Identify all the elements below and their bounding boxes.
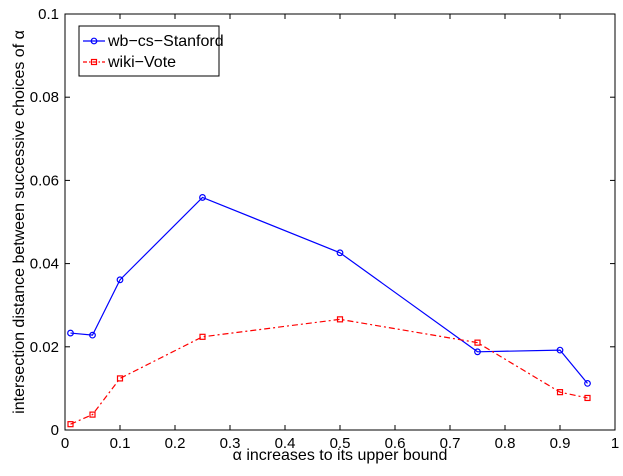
y-tick-label: 0.02 xyxy=(30,339,59,356)
data-point xyxy=(116,276,124,284)
y-tick-label: 0.1 xyxy=(38,6,59,23)
legend-label: wiki−Vote xyxy=(107,54,176,71)
x-tick-label: 0.7 xyxy=(440,435,461,452)
series-line xyxy=(70,318,588,425)
x-tick-label: 1 xyxy=(611,435,619,452)
legend-label: wb−cs−Stanford xyxy=(107,33,224,50)
data-point xyxy=(116,375,124,382)
legend-entry: wiki−Vote xyxy=(83,54,176,71)
y-axis-ticks: 0 0.02 0.04 0.06 0.08 0.1 xyxy=(30,6,615,439)
data-point xyxy=(584,380,591,387)
y-tick-label: 0 xyxy=(51,422,59,439)
x-tick-label: 0.1 xyxy=(110,435,131,452)
series-line xyxy=(70,196,588,384)
legend: wb−cs−Stanford wiki−Vote xyxy=(78,25,224,77)
data-point xyxy=(556,346,564,354)
x-tick-label: 0.3 xyxy=(220,435,241,452)
y-tick-label: 0.08 xyxy=(30,89,59,106)
data-point xyxy=(336,249,344,257)
x-axis-ticks: 0 0.1 0.2 0.3 0.4 0.5 0.6 0.7 0.8 0.9 1 xyxy=(61,14,619,452)
y-axis-label: intersection distance between successive… xyxy=(11,30,28,414)
data-point xyxy=(67,329,74,337)
legend-marker xyxy=(90,37,98,45)
legend-marker xyxy=(90,58,98,66)
series-layer xyxy=(67,194,591,428)
data-point xyxy=(336,316,344,323)
data-point xyxy=(474,348,481,356)
x-tick-label: 0.8 xyxy=(495,435,516,452)
series-1 xyxy=(67,194,591,387)
legend-entry: wb−cs−Stanford xyxy=(83,33,224,50)
data-point xyxy=(67,421,74,428)
data-point xyxy=(89,411,96,418)
data-point xyxy=(584,394,591,402)
y-tick-label: 0.04 xyxy=(30,256,59,273)
series-2 xyxy=(67,316,591,428)
data-point xyxy=(199,333,206,340)
data-point xyxy=(556,389,564,396)
x-tick-label: 0.5 xyxy=(330,435,351,452)
data-point xyxy=(474,339,481,346)
y-tick-label: 0.06 xyxy=(30,172,59,189)
x-tick-label: 0.4 xyxy=(275,435,296,452)
x-tick-label: 0 xyxy=(61,435,69,452)
x-axis-label: α increases to its upper bound xyxy=(233,447,448,464)
data-point xyxy=(199,194,206,201)
x-tick-label: 0.6 xyxy=(385,435,406,452)
x-tick-label: 0.2 xyxy=(165,435,186,452)
legend-box xyxy=(78,25,220,77)
x-tick-label: 0.9 xyxy=(550,435,571,452)
data-point xyxy=(89,331,96,339)
